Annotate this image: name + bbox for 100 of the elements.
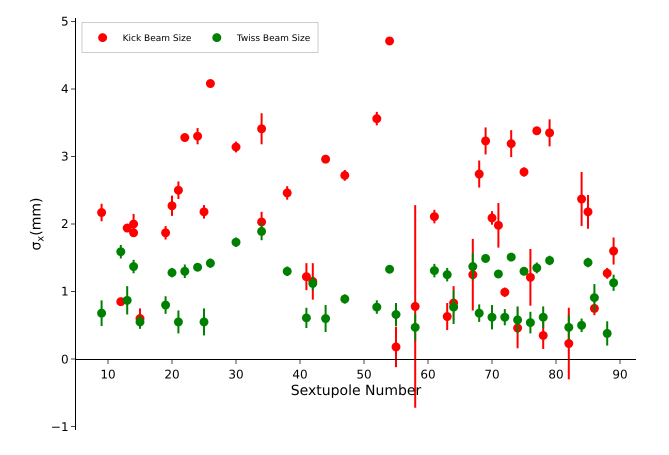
point	[526, 272, 535, 282]
point	[494, 269, 503, 278]
point	[282, 266, 292, 276]
point	[129, 262, 138, 272]
point	[200, 207, 208, 216]
point	[577, 194, 586, 204]
y-tick-label: −1	[50, 420, 69, 434]
point	[564, 322, 574, 332]
point	[340, 170, 350, 180]
point	[129, 220, 138, 228]
y-tick-label: 2	[60, 217, 69, 232]
point	[410, 302, 420, 311]
point	[302, 272, 311, 282]
y-tick-label: 3	[60, 150, 69, 164]
point	[500, 312, 510, 322]
y-tick-label: 5	[60, 14, 69, 29]
point	[136, 317, 144, 326]
point	[257, 226, 266, 236]
point	[200, 317, 208, 326]
point	[513, 315, 522, 324]
point	[506, 139, 516, 148]
point	[257, 124, 266, 134]
point	[474, 308, 484, 318]
point	[174, 186, 183, 195]
point	[161, 300, 170, 310]
legend-label: Kick Beam Size	[122, 34, 192, 44]
x-tick-label: 80	[548, 367, 564, 382]
point	[538, 330, 548, 340]
point	[180, 133, 190, 142]
point	[538, 312, 548, 322]
point	[180, 266, 190, 276]
point	[430, 266, 439, 276]
x-tick-label: 50	[356, 367, 372, 382]
point	[442, 270, 452, 280]
point	[577, 320, 586, 330]
point	[442, 312, 452, 322]
point	[532, 263, 542, 272]
point	[602, 328, 612, 338]
x-tick-label: 70	[484, 367, 500, 382]
point	[302, 313, 311, 322]
y-tick-label: 1	[60, 284, 69, 299]
point	[532, 126, 542, 136]
point	[97, 308, 106, 318]
point	[526, 318, 535, 328]
x-tick-label: 60	[420, 367, 436, 382]
point	[282, 188, 292, 198]
point	[520, 266, 528, 276]
point	[168, 201, 176, 210]
y-tick-label: 0	[60, 352, 69, 366]
point	[232, 142, 240, 152]
point	[609, 278, 618, 288]
point	[520, 167, 528, 176]
point	[468, 262, 478, 272]
point	[97, 208, 106, 218]
point	[116, 247, 126, 256]
x-tick-label: 90	[612, 367, 628, 382]
x-tick-label: 30	[228, 367, 244, 382]
point	[321, 154, 330, 164]
x-tick-label: 20	[164, 367, 180, 382]
point	[602, 268, 612, 278]
y-tick-label: 4	[60, 82, 69, 96]
point	[174, 317, 183, 326]
point	[232, 238, 240, 247]
point	[122, 296, 132, 305]
point	[392, 310, 400, 319]
point	[545, 256, 554, 265]
point	[193, 132, 202, 141]
point	[609, 246, 618, 256]
point	[584, 207, 592, 216]
point	[506, 252, 516, 262]
x-tick-label: 40	[292, 367, 308, 382]
point	[340, 294, 350, 304]
point	[206, 258, 215, 268]
point	[321, 314, 330, 324]
point	[545, 128, 554, 138]
point	[590, 293, 599, 302]
point	[193, 262, 202, 272]
point	[129, 228, 138, 238]
point	[494, 220, 503, 230]
point	[430, 212, 439, 222]
point	[584, 258, 592, 267]
point	[385, 36, 394, 46]
point	[372, 302, 382, 312]
point	[168, 268, 176, 278]
point	[500, 288, 510, 297]
point	[372, 114, 382, 124]
point	[206, 79, 215, 88]
point	[122, 224, 132, 233]
point	[488, 213, 496, 222]
point	[481, 254, 490, 263]
legend-label: Twiss Beam Size	[236, 34, 311, 44]
point	[474, 170, 484, 179]
point	[385, 264, 394, 274]
x-tick-label: 10	[100, 367, 116, 382]
point	[449, 302, 458, 312]
point	[481, 136, 490, 146]
point	[410, 322, 420, 332]
point	[392, 342, 400, 352]
point	[161, 228, 170, 238]
point	[488, 312, 496, 322]
